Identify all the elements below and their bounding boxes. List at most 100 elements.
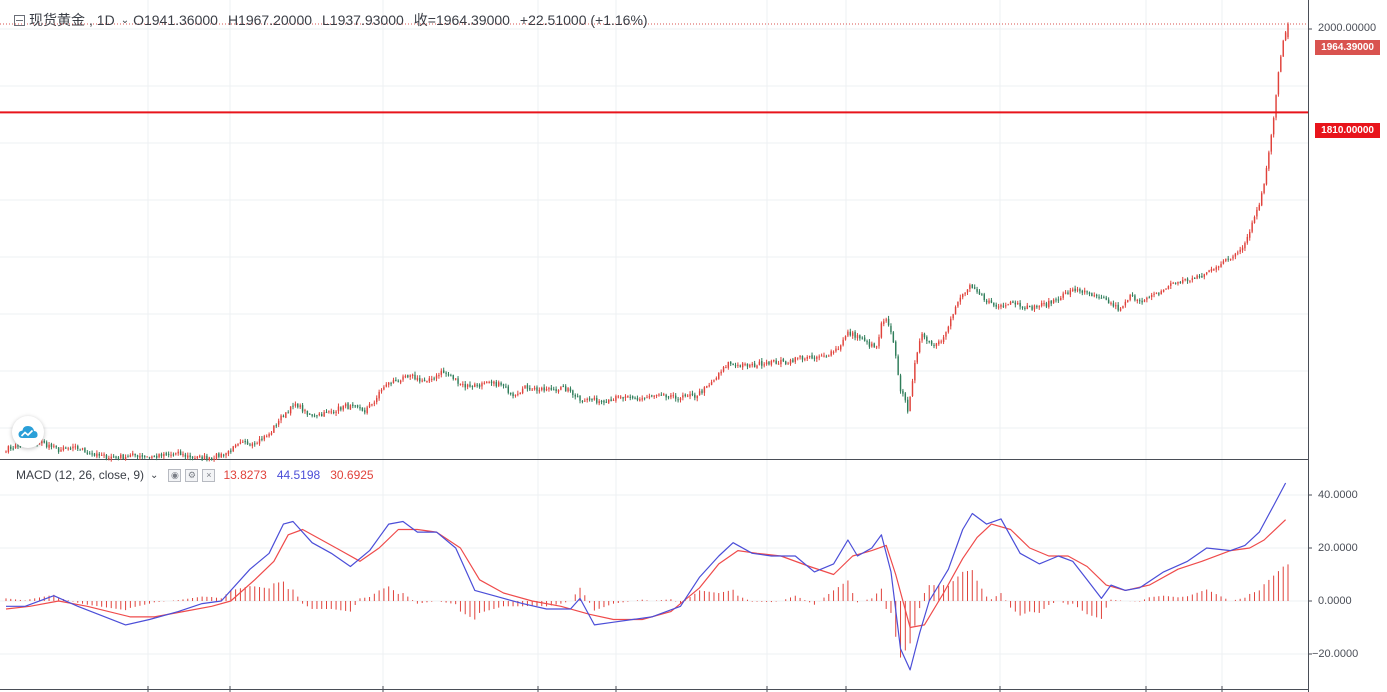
candle-body bbox=[385, 384, 388, 387]
candle-body bbox=[1198, 276, 1201, 278]
interval-label[interactable]: 1D bbox=[96, 12, 115, 28]
candle-body bbox=[1069, 290, 1072, 295]
candle-body bbox=[758, 361, 761, 365]
candle-body bbox=[1217, 266, 1220, 268]
candle-body bbox=[892, 332, 895, 343]
candle-body bbox=[486, 382, 488, 384]
level-price-tag: 1810.00000 bbox=[1315, 123, 1380, 138]
candle-body bbox=[612, 399, 615, 401]
candle-body bbox=[689, 394, 691, 397]
candle-body bbox=[945, 332, 947, 337]
collapse-legend-icon[interactable] bbox=[14, 14, 25, 26]
candle-body bbox=[890, 325, 892, 333]
chevron-down-icon[interactable]: ⌄ bbox=[150, 469, 159, 481]
candle-body bbox=[337, 406, 340, 412]
eye-icon[interactable]: ◉ bbox=[168, 468, 182, 482]
candle-body bbox=[175, 453, 177, 455]
candle-body bbox=[686, 395, 689, 397]
candle-body bbox=[364, 410, 366, 413]
candle-body bbox=[206, 455, 208, 460]
candle-body bbox=[706, 386, 708, 388]
candle-body bbox=[710, 382, 713, 385]
candle-body bbox=[624, 396, 627, 398]
candle-body bbox=[497, 382, 500, 386]
candle-body bbox=[1076, 289, 1079, 291]
candle-body bbox=[41, 441, 43, 444]
candle-body bbox=[1095, 294, 1098, 297]
candle-body bbox=[579, 395, 581, 401]
candle-body bbox=[842, 339, 844, 346]
candle-body bbox=[65, 447, 67, 449]
gear-icon[interactable]: ⚙ bbox=[185, 468, 199, 482]
candle-body bbox=[474, 384, 476, 387]
candle-body bbox=[476, 384, 478, 386]
main-legend: 现货黄金 , 1D ⌄ O1941.36000 H1967.20000 L193… bbox=[14, 10, 652, 30]
candle-body bbox=[7, 446, 10, 453]
candle-body bbox=[1038, 306, 1040, 308]
candle-body bbox=[201, 456, 203, 460]
candle-body bbox=[392, 380, 395, 384]
candle-body bbox=[1253, 216, 1256, 224]
candle-body bbox=[309, 413, 311, 415]
candle-body bbox=[277, 420, 280, 425]
candle-body bbox=[964, 293, 966, 295]
candle-body bbox=[187, 455, 189, 458]
candle-body bbox=[1277, 72, 1280, 95]
candle-body bbox=[670, 395, 672, 398]
candle-body bbox=[242, 441, 244, 443]
candle-body bbox=[868, 341, 871, 347]
symbol-name[interactable]: 现货黄金 bbox=[29, 12, 85, 28]
candle-body bbox=[43, 441, 45, 443]
candle-body bbox=[48, 444, 50, 448]
candle-body bbox=[1148, 297, 1150, 299]
candle-body bbox=[340, 407, 342, 410]
open-value: O1941.36000 bbox=[133, 12, 218, 28]
candle-body bbox=[722, 367, 725, 372]
candle-body bbox=[756, 365, 758, 368]
candle-body bbox=[483, 382, 486, 384]
candle-body bbox=[1127, 300, 1129, 302]
candle-body bbox=[77, 446, 79, 449]
candle-body bbox=[409, 375, 411, 377]
candle-body bbox=[531, 389, 533, 391]
candle-body bbox=[935, 343, 938, 347]
candle-body bbox=[548, 388, 550, 390]
close-icon[interactable]: × bbox=[202, 468, 216, 482]
candle-body bbox=[725, 367, 727, 369]
candle-body bbox=[1251, 222, 1253, 232]
candle-body bbox=[713, 380, 715, 382]
tradingview-logo[interactable] bbox=[12, 416, 44, 448]
candle-body bbox=[366, 407, 368, 414]
candle-body bbox=[1194, 278, 1196, 280]
candle-body bbox=[1134, 295, 1136, 301]
macd-line-value: 44.5198 bbox=[276, 468, 321, 482]
candle-body bbox=[1055, 299, 1057, 301]
candle-body bbox=[653, 395, 655, 397]
candle-body bbox=[734, 365, 737, 367]
candle-body bbox=[794, 357, 797, 362]
candle-body bbox=[457, 378, 459, 384]
candle-body bbox=[617, 396, 620, 398]
candle-body bbox=[873, 343, 875, 347]
candle-body bbox=[282, 415, 285, 418]
close-value: 收=1964.39000 bbox=[413, 12, 510, 28]
candle-body bbox=[431, 378, 433, 380]
candle-body bbox=[256, 443, 258, 445]
candle-body bbox=[885, 319, 887, 321]
candle-body bbox=[438, 375, 440, 377]
candle-body bbox=[720, 371, 722, 374]
candle-body bbox=[603, 400, 605, 403]
candle-body bbox=[976, 289, 978, 292]
candle-body bbox=[88, 453, 91, 455]
candle-body bbox=[1031, 306, 1033, 310]
candle-body bbox=[1229, 258, 1232, 260]
candle-body bbox=[17, 445, 19, 447]
macd-legend: MACD (12, 26, close, 9) ⌄ ◉ ⚙ × 13.8273 … bbox=[16, 468, 378, 482]
candle-body bbox=[239, 442, 242, 444]
candle-body bbox=[208, 457, 211, 460]
chevron-down-icon[interactable]: ⌄ bbox=[120, 14, 130, 26]
macd-title[interactable]: MACD (12, 26, close, 9) bbox=[16, 468, 145, 482]
candle-body bbox=[19, 446, 22, 448]
